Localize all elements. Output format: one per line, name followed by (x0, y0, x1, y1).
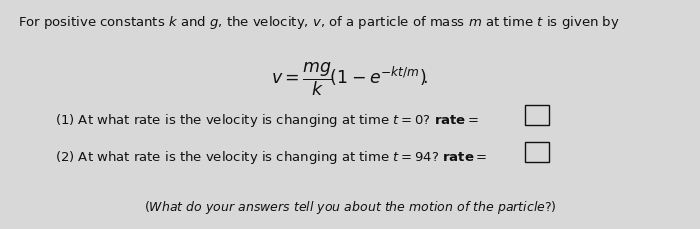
Bar (525, 142, 549, 162)
Text: For positive constants $k$ and $g$, the velocity, $v$, of a particle of mass $m$: For positive constants $k$ and $g$, the … (18, 14, 620, 31)
Bar (525, 105, 549, 125)
Text: (1) At what rate is the velocity is changing at time $t = 0$? $\mathbf{rate} =$: (1) At what rate is the velocity is chan… (55, 112, 483, 129)
Text: $\it{(What\ do\ your\ answers\ tell\ you\ about\ the\ motion\ of\ the\ particle?: $\it{(What\ do\ your\ answers\ tell\ you… (144, 199, 556, 216)
Text: (2) At what rate is the velocity is changing at time $t = 94$? $\mathbf{rate} =$: (2) At what rate is the velocity is chan… (55, 149, 491, 166)
Text: $v = \dfrac{mg}{k}\!\left(1 - e^{-kt/m}\right)\!.$: $v = \dfrac{mg}{k}\!\left(1 - e^{-kt/m}\… (271, 61, 429, 98)
